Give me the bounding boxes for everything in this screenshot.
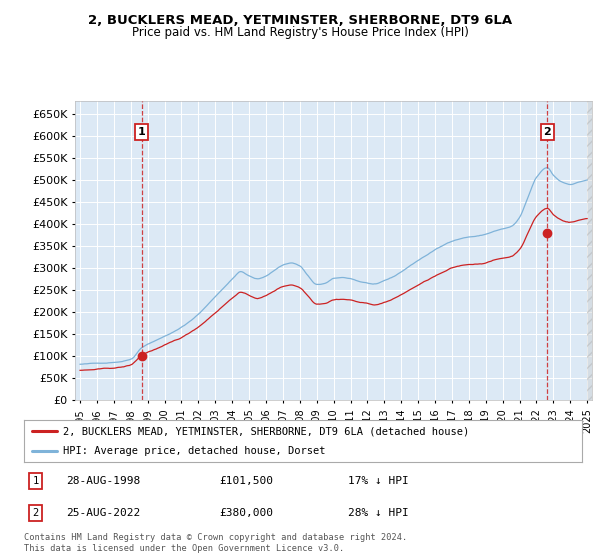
- Text: Price paid vs. HM Land Registry's House Price Index (HPI): Price paid vs. HM Land Registry's House …: [131, 26, 469, 39]
- Text: HPI: Average price, detached house, Dorset: HPI: Average price, detached house, Dors…: [63, 446, 326, 456]
- Text: 1: 1: [138, 127, 146, 137]
- Bar: [587, 101, 592, 400]
- Text: 2, BUCKLERS MEAD, YETMINSTER, SHERBORNE, DT9 6LA: 2, BUCKLERS MEAD, YETMINSTER, SHERBORNE,…: [88, 14, 512, 27]
- Text: £380,000: £380,000: [220, 508, 273, 518]
- Text: 17% ↓ HPI: 17% ↓ HPI: [347, 476, 409, 486]
- Text: 28-AUG-1998: 28-AUG-1998: [66, 476, 140, 486]
- Text: 2, BUCKLERS MEAD, YETMINSTER, SHERBORNE, DT9 6LA (detached house): 2, BUCKLERS MEAD, YETMINSTER, SHERBORNE,…: [63, 426, 469, 436]
- Text: 25-AUG-2022: 25-AUG-2022: [66, 508, 140, 518]
- Text: 1: 1: [32, 476, 38, 486]
- Text: 2: 2: [544, 127, 551, 137]
- Text: £101,500: £101,500: [220, 476, 273, 486]
- Text: 28% ↓ HPI: 28% ↓ HPI: [347, 508, 409, 518]
- Text: 2: 2: [32, 508, 38, 518]
- Text: Contains HM Land Registry data © Crown copyright and database right 2024.
This d: Contains HM Land Registry data © Crown c…: [24, 533, 407, 553]
